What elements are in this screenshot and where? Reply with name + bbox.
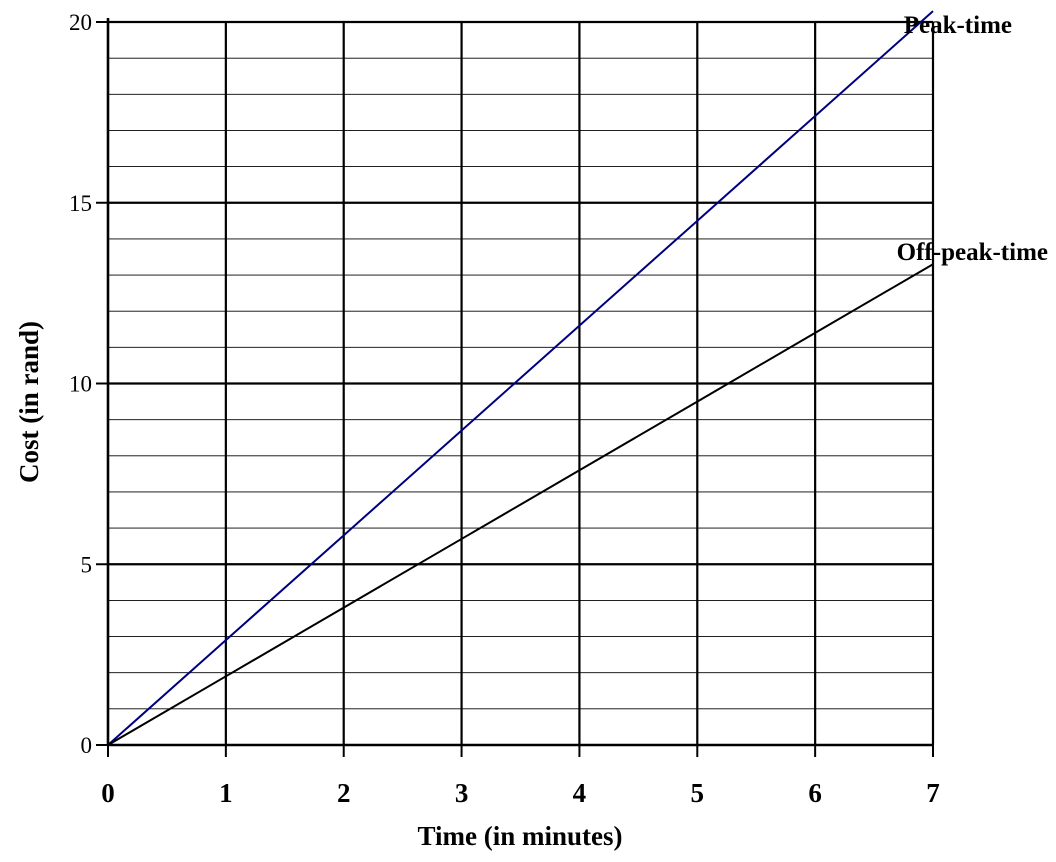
tick-marks <box>96 21 934 757</box>
major-gridlines <box>108 20 935 745</box>
x-tick-label: 7 <box>926 778 940 808</box>
x-tick-label: 6 <box>808 778 822 808</box>
x-tick-label: 5 <box>691 778 705 808</box>
y-tick-label: 0 <box>81 733 93 758</box>
x-tick-label: 4 <box>573 778 587 808</box>
y-tick-label: 10 <box>69 372 92 397</box>
series-label-peak-time: Peak-time <box>904 12 1012 39</box>
axes <box>106 18 933 747</box>
x-tick-label: 2 <box>337 778 351 808</box>
series-line-peak-time <box>107 10 934 746</box>
minor-gridlines <box>108 57 933 710</box>
tick-labels: 0 5 10 15 20 0 1 2 3 4 5 6 7 <box>69 10 940 808</box>
x-tick-label: 3 <box>455 778 469 808</box>
series-line-off-peak-time <box>107 263 934 746</box>
y-tick-label: 15 <box>69 191 92 216</box>
x-tick-label: 1 <box>219 778 233 808</box>
y-axis-title: Cost (in rand) <box>14 321 44 483</box>
y-tick-label: 5 <box>81 552 93 577</box>
series-lines <box>107 10 934 746</box>
series-label-off-peak-time: Off-peak-time <box>897 239 1048 266</box>
y-tick-label: 20 <box>69 10 92 35</box>
x-axis-title: Time (in minutes) <box>417 821 622 851</box>
x-tick-label: 0 <box>101 778 115 808</box>
series-labels: Peak-time Off-peak-time <box>897 12 1048 266</box>
